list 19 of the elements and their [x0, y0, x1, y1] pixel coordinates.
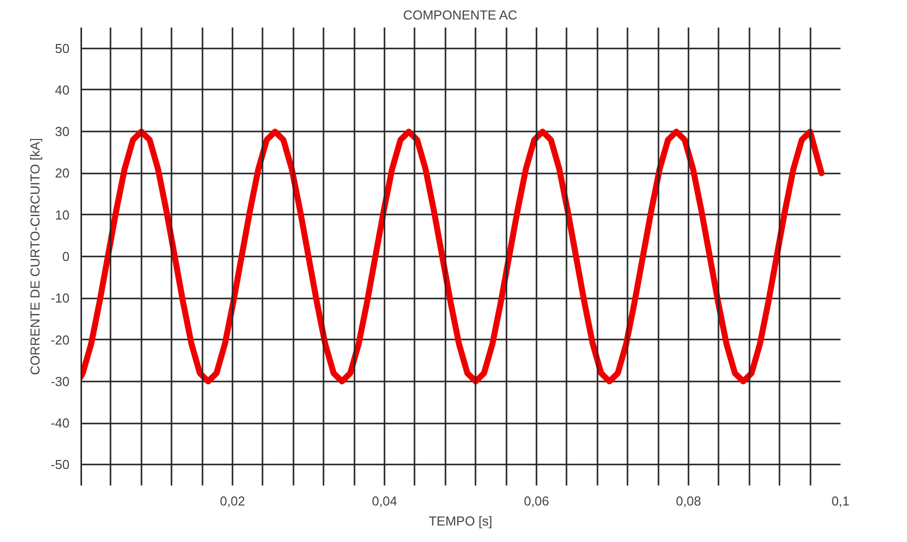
y-tick-label: -20 — [50, 332, 70, 348]
x-tick-label: 0,1 — [831, 494, 850, 508]
x-tick-label: 0,08 — [676, 494, 702, 508]
x-tick-label: 0,02 — [220, 494, 246, 508]
y-tick-label: -30 — [50, 374, 70, 389]
y-tick-label: 40 — [55, 82, 70, 98]
chart-title: COMPONENTE AC — [403, 8, 518, 22]
y-tick-label: 0 — [62, 249, 70, 264]
y-tick-label: 10 — [55, 207, 70, 222]
x-tick-label: 0,06 — [524, 494, 550, 508]
y-tick-label: -40 — [50, 416, 70, 431]
x-tick-label: 0,04 — [372, 494, 398, 508]
y-tick-label: 50 — [55, 40, 70, 56]
y-tick-label: -50 — [50, 457, 70, 472]
y-axis-title: CORRENTE DE CURTO-CIRCUITO [kA] — [28, 138, 43, 375]
y-tick-label: 30 — [55, 124, 70, 140]
y-tick-label: -10 — [50, 290, 70, 306]
x-axis-title: TEMPO [s] — [428, 514, 492, 528]
y-tick-label: 20 — [55, 166, 70, 181]
